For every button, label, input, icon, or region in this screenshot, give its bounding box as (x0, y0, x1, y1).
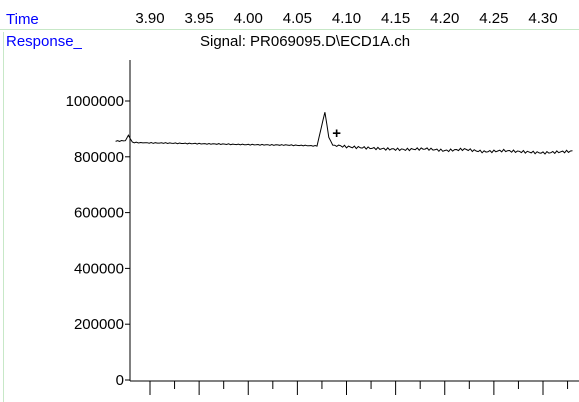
y-tick-label: 200000 (74, 316, 124, 333)
time-axis-row: Time 3.90 3.95 4.00 4.05 4.10 4.15 4.20 4.25 4.3… (0, 10, 579, 30)
y-tick-label: 600000 (74, 205, 124, 222)
time-tick-label: 4.30 (528, 10, 558, 27)
response-label: Response_ (6, 33, 82, 50)
time-tick-label: 4.10 (331, 10, 362, 27)
y-tick-label: 800000 (74, 149, 124, 166)
y-tick-label: 400000 (74, 260, 124, 277)
signal-trace (115, 112, 573, 155)
y-tick-label: 1000000 (66, 93, 124, 110)
response-row: Response_ Signal: PR069095.D\ECD1A.ch (0, 32, 579, 52)
left-rule (3, 32, 4, 402)
time-tick-label: 3.90 (135, 10, 165, 27)
time-tick-labels: 3.90 3.95 4.00 4.05 4.10 4.15 4.20 4.25 4.30 (0, 10, 579, 30)
time-label: Time (6, 11, 39, 28)
time-tick-label: 4.20 (430, 10, 460, 27)
time-tick-label: 3.95 (184, 10, 214, 27)
time-tick-label: 4.25 (479, 10, 509, 27)
y-tick-label: 0 (116, 372, 124, 389)
time-tick-label: 4.00 (233, 10, 263, 27)
time-tick-label: 4.15 (381, 10, 411, 27)
signal-title: Signal: PR069095.D\ECD1A.ch (200, 33, 411, 50)
annotation-marker: + (332, 125, 341, 142)
time-tick-label: 4.05 (282, 10, 312, 27)
